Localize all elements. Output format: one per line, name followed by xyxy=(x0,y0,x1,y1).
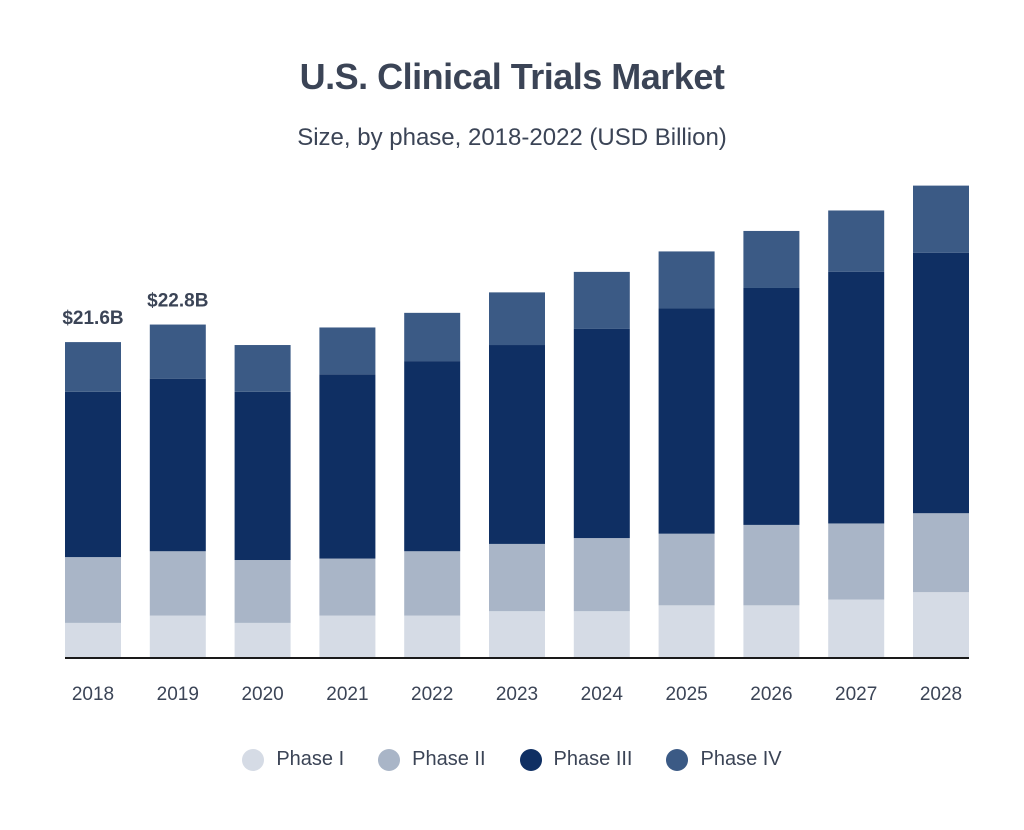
data-label: $22.8B xyxy=(147,291,208,312)
x-tick-label: 2026 xyxy=(750,684,792,705)
bar-phase-ii-2018 xyxy=(65,557,121,623)
bar-phase-iv-2024 xyxy=(573,271,630,329)
bar-phase-i-2028 xyxy=(913,592,969,658)
legend-item: Phase III xyxy=(519,748,633,771)
x-tick-label: 2025 xyxy=(665,684,707,705)
bar-phase-iv-2023 xyxy=(489,292,545,346)
bar-phase-iii-2025 xyxy=(658,308,715,534)
bar-phase-i-2021 xyxy=(319,615,376,658)
bar-phase-i-2026 xyxy=(743,605,800,658)
legend-swatch xyxy=(666,748,689,771)
data-label: $21.6B xyxy=(62,308,123,329)
bar-phase-i-2020 xyxy=(234,622,291,658)
x-tick-label: 2022 xyxy=(411,684,453,705)
x-tick-label: 2020 xyxy=(241,684,283,705)
bar-phase-iii-2021 xyxy=(319,374,376,559)
legend-swatch xyxy=(242,748,265,771)
bar-phase-i-2025 xyxy=(658,605,715,658)
x-tick-label: 2027 xyxy=(835,684,877,705)
legend: Phase I Phase II Phase III Phase IV xyxy=(0,748,1024,771)
bar-phase-ii-2020 xyxy=(234,560,291,623)
bar-phase-ii-2026 xyxy=(743,524,800,606)
bar-phase-ii-2028 xyxy=(913,513,969,593)
x-tick-label: 2019 xyxy=(157,684,199,705)
x-tick-labels: 2018 2019 2020 2021 2022 2023 2024 2025 2026 2027… xyxy=(72,684,962,705)
legend-label: Phase I xyxy=(276,748,345,770)
bar-phase-iii-2019 xyxy=(149,378,206,552)
bar-phase-iii-2028 xyxy=(913,252,969,514)
bar-phase-iv-2022 xyxy=(404,312,461,362)
x-tick-label: 2023 xyxy=(496,684,538,705)
bar-group xyxy=(65,185,969,658)
bar-phase-iv-2020 xyxy=(234,345,291,392)
x-tick-label: 2024 xyxy=(581,684,624,705)
bar-phase-ii-2022 xyxy=(404,551,461,616)
bar-phase-iii-2027 xyxy=(828,271,885,524)
legend-label: Phase III xyxy=(553,748,633,770)
bar-phase-iii-2022 xyxy=(404,361,461,552)
bar-phase-iv-2026 xyxy=(743,230,800,288)
bar-phase-ii-2027 xyxy=(828,523,885,600)
bar-phase-i-2022 xyxy=(404,615,461,658)
legend-item: Phase I xyxy=(242,748,344,771)
bar-phase-iv-2027 xyxy=(828,210,885,272)
bar-phase-iv-2019 xyxy=(149,324,206,379)
bar-phase-iii-2024 xyxy=(573,328,630,539)
legend-swatch xyxy=(378,748,401,771)
bar-phase-i-2023 xyxy=(489,611,545,658)
bar-phase-i-2027 xyxy=(828,599,885,658)
bar-phase-iv-2028 xyxy=(913,185,969,253)
bar-phase-iv-2021 xyxy=(319,327,376,375)
legend-item: Phase IV xyxy=(666,748,782,771)
bar-phase-iii-2018 xyxy=(65,391,121,558)
legend-swatch xyxy=(519,748,542,771)
x-tick-label: 2021 xyxy=(326,684,368,705)
legend-label: Phase II xyxy=(412,748,486,770)
chart-subtitle: Size, by phase, 2018-2022 (USD Billion) xyxy=(297,124,727,151)
legend-label: Phase IV xyxy=(700,748,782,770)
chart-title: U.S. Clinical Trials Market xyxy=(299,56,725,97)
bar-phase-iii-2023 xyxy=(489,345,545,544)
bar-phase-i-2018 xyxy=(65,622,121,658)
bar-phase-ii-2025 xyxy=(658,533,715,606)
bar-phase-ii-2023 xyxy=(489,543,545,612)
bar-phase-iii-2020 xyxy=(234,391,291,561)
bar-phase-i-2024 xyxy=(573,611,630,658)
bar-phase-iv-2025 xyxy=(658,251,715,309)
bar-phase-ii-2024 xyxy=(573,538,630,612)
bar-phase-i-2019 xyxy=(149,615,206,658)
x-tick-label: 2028 xyxy=(920,684,962,705)
data-labels: $21.6B $22.8B xyxy=(62,291,208,330)
x-tick-label: 2018 xyxy=(72,684,114,705)
legend-item: Phase II xyxy=(378,748,486,771)
bar-phase-ii-2019 xyxy=(149,551,206,616)
bar-phase-ii-2021 xyxy=(319,558,376,616)
bar-phase-iv-2018 xyxy=(65,342,121,392)
bar-phase-iii-2026 xyxy=(743,287,800,525)
